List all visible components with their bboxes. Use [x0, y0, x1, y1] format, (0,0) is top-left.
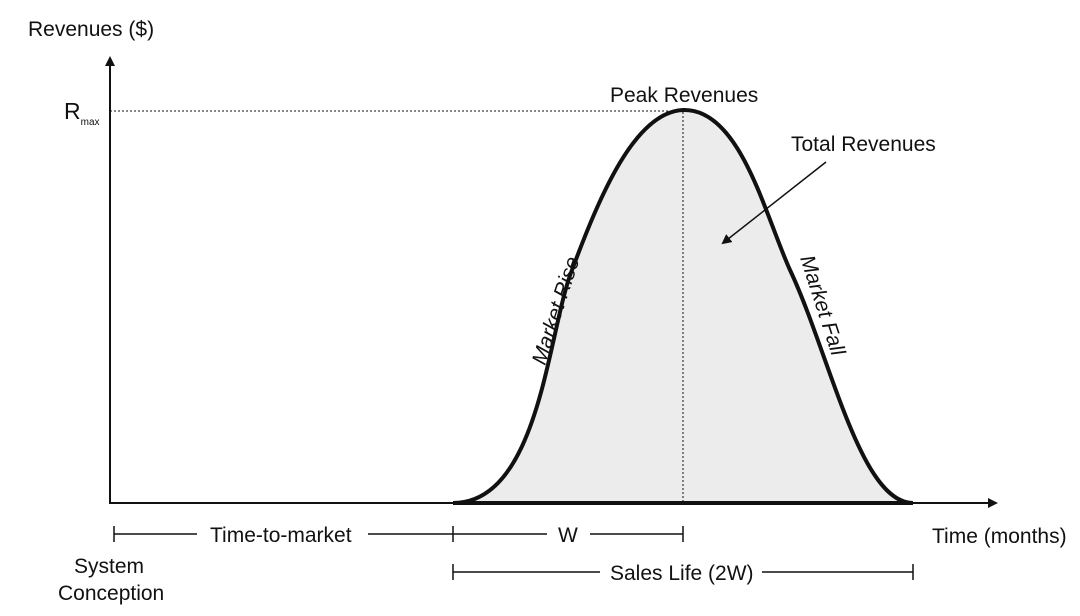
sales-life-label: Sales Life (2W): [610, 562, 754, 585]
rmax-sub: max: [81, 117, 100, 128]
system-conception-line1: System: [74, 555, 144, 578]
peak-revenues-label: Peak Revenues: [610, 84, 758, 107]
total-revenues-arrow: [721, 161, 827, 245]
rmax-main: R: [64, 98, 81, 124]
x-axis-label: Time (months): [932, 525, 1067, 548]
time-to-market-label: Time-to-market: [210, 524, 352, 547]
total-revenues-label: Total Revenues: [791, 133, 936, 156]
total-revenue-area: [453, 109, 913, 503]
w-label: W: [558, 524, 578, 547]
revenue-curve: [452, 107, 914, 505]
system-conception-line2: Conception: [58, 582, 164, 605]
rmax-label: Rmax: [64, 98, 100, 128]
y-axis-label: Revenues ($): [28, 18, 154, 41]
